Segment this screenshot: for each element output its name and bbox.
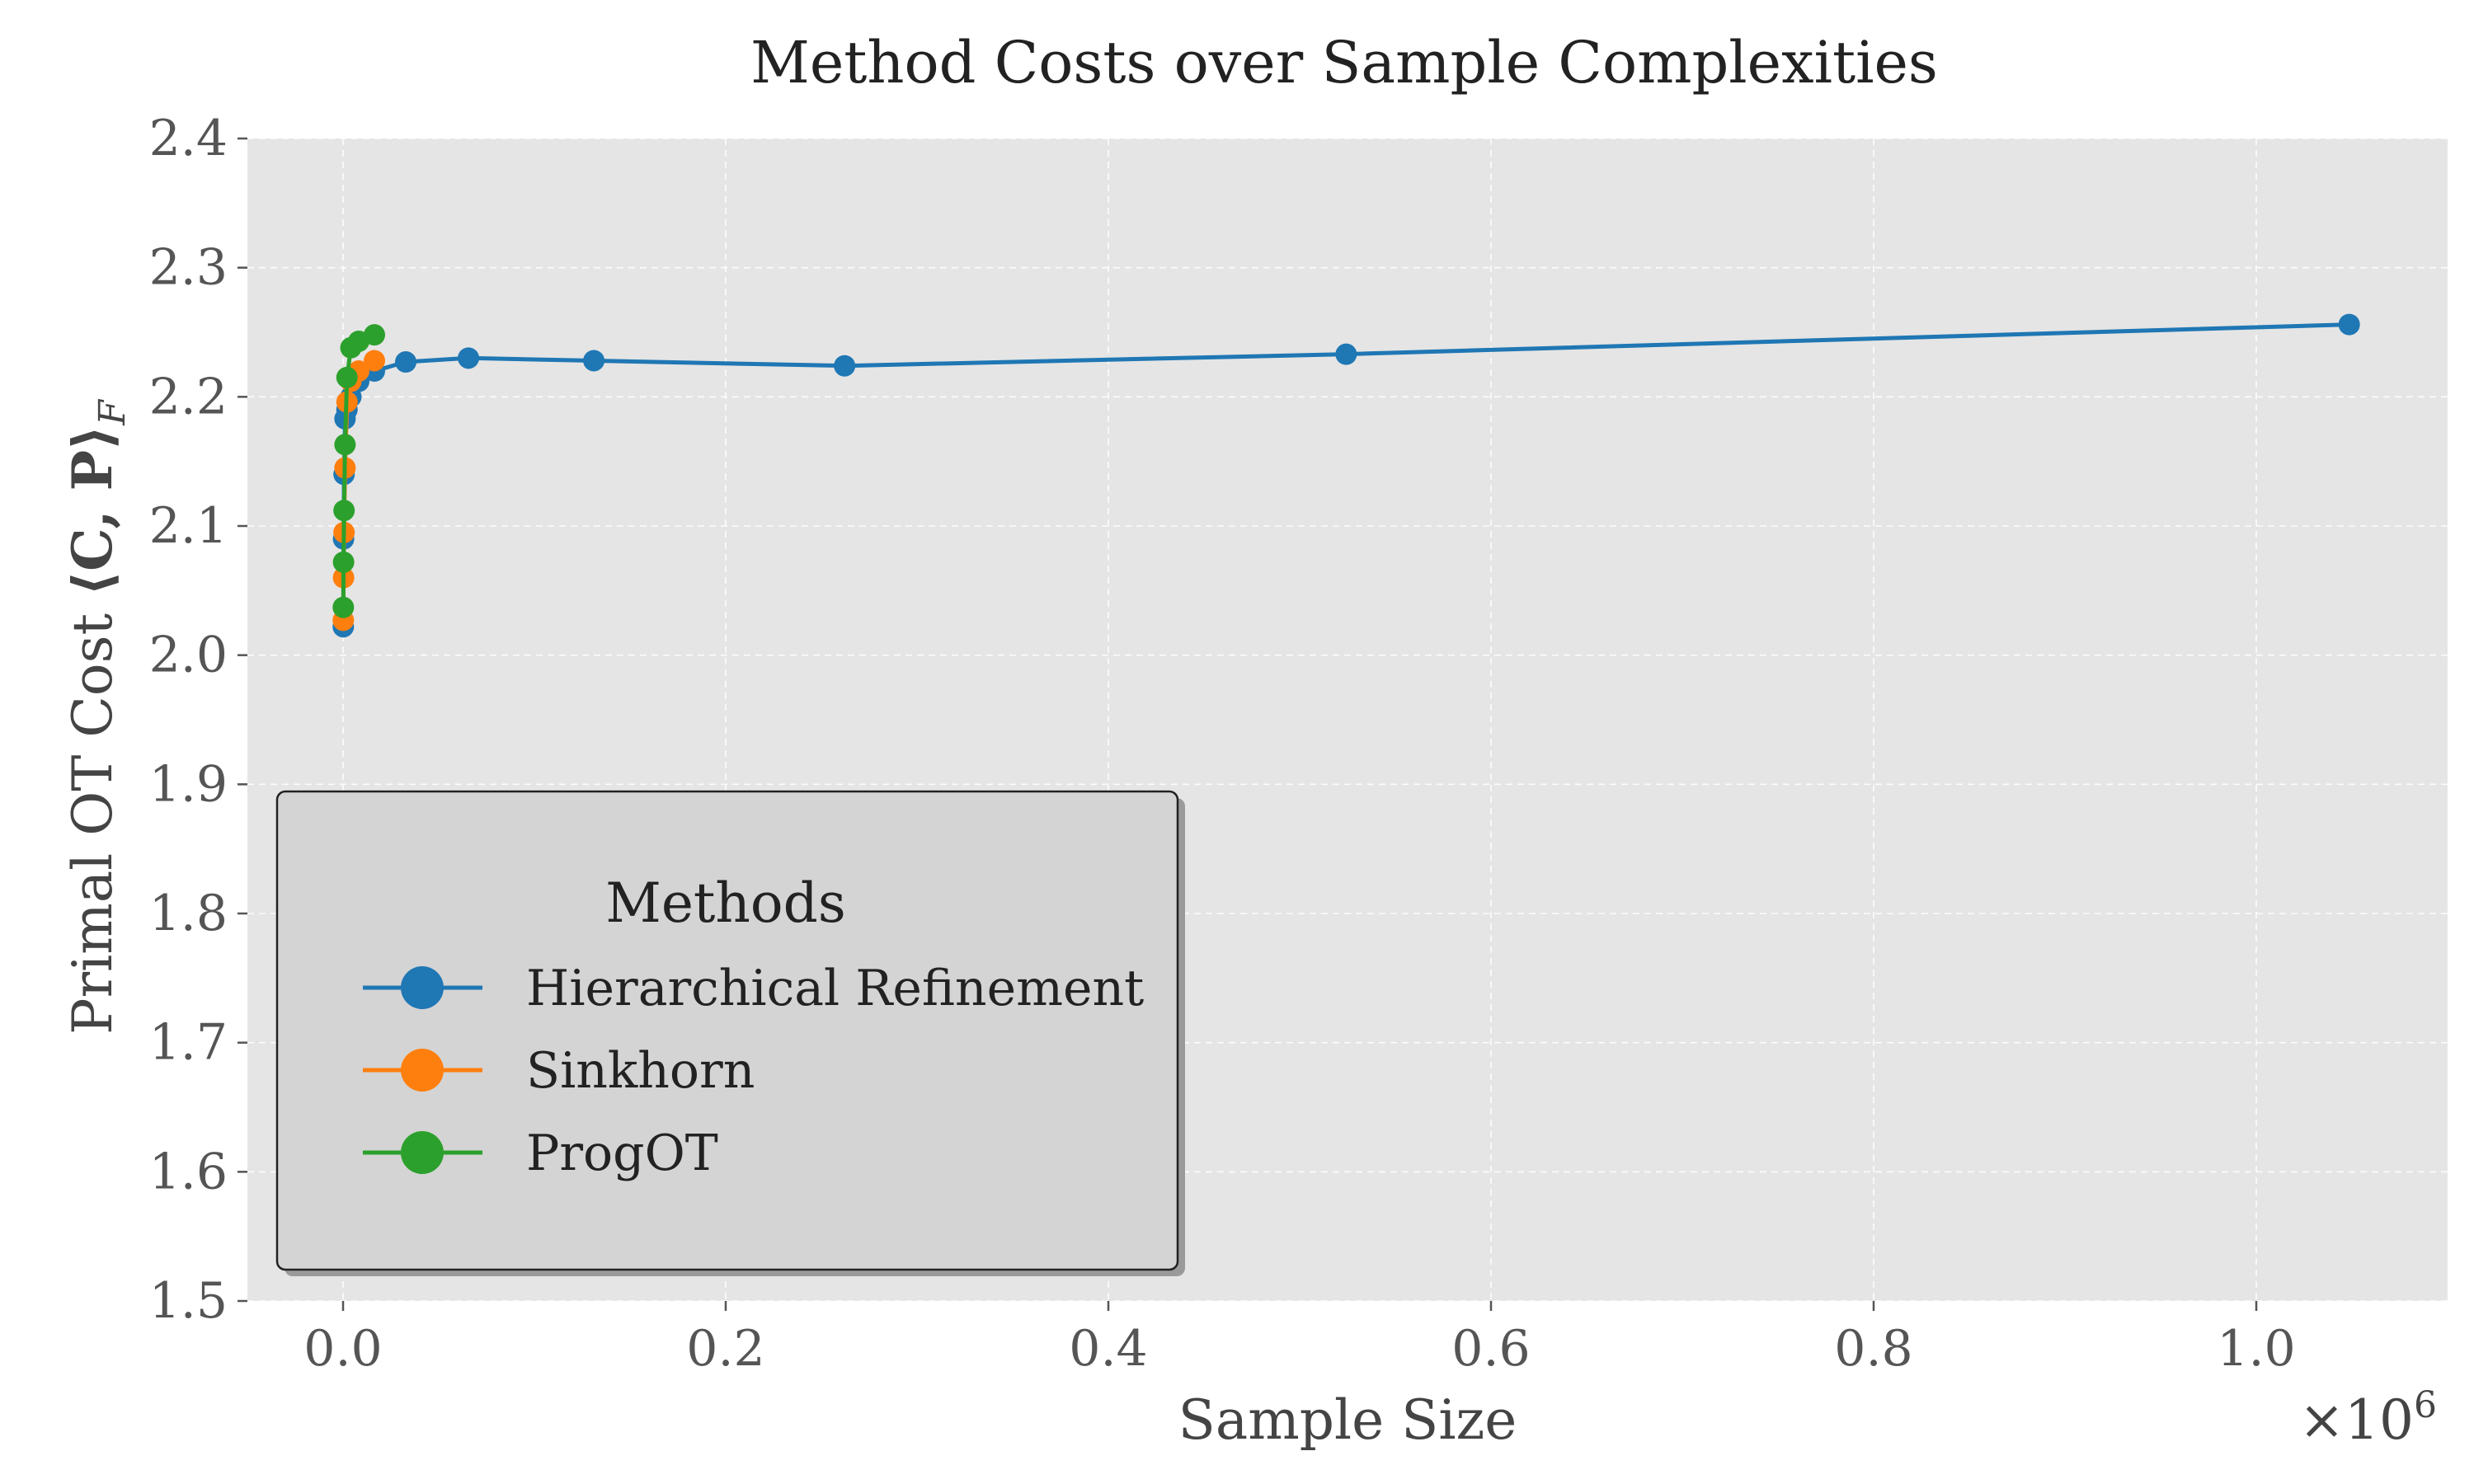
legend-box bbox=[275, 790, 1179, 1271]
x-tick-label: 1.0 bbox=[2217, 1320, 2295, 1378]
x-offset-label: ×106 bbox=[2299, 1384, 2437, 1452]
x-tick-label: 0.6 bbox=[1451, 1320, 1530, 1378]
y-tick-label: 2.2 bbox=[149, 368, 228, 425]
y-tick-label: 2.0 bbox=[149, 627, 228, 684]
y-tick-label: 1.7 bbox=[149, 1014, 228, 1072]
x-offset-exponent: 6 bbox=[2414, 1384, 2437, 1426]
data-point bbox=[458, 347, 480, 369]
legend-title: Methods bbox=[605, 871, 846, 935]
data-point bbox=[2338, 313, 2360, 336]
grid bbox=[247, 138, 2448, 1302]
x-tick-label: 0.4 bbox=[1069, 1320, 1147, 1378]
legend: Methods Hierarchical Refinement Sinkhorn P… bbox=[275, 790, 1185, 1276]
y-tick-label: 1.5 bbox=[149, 1272, 228, 1330]
legend-item: Hierarchical Refinement bbox=[363, 960, 1144, 1017]
x-tick-label: 0.2 bbox=[686, 1320, 764, 1378]
data-point bbox=[332, 551, 355, 573]
y-tick-label: 1.6 bbox=[149, 1143, 228, 1200]
data-point bbox=[364, 350, 386, 372]
y-axis-title-math: ⟨C, P⟩ bbox=[60, 425, 125, 596]
legend-marker bbox=[401, 1131, 444, 1174]
data-point bbox=[395, 351, 417, 373]
data-point bbox=[336, 366, 358, 388]
y-tick-label: 2.3 bbox=[149, 239, 228, 297]
data-point bbox=[1335, 343, 1357, 365]
legend-item: ProgOT bbox=[363, 1125, 718, 1182]
data-point bbox=[333, 500, 355, 522]
y-tick-label: 2.1 bbox=[149, 497, 228, 555]
series-group bbox=[332, 313, 2360, 638]
y-tick-label: 1.9 bbox=[149, 755, 228, 813]
legend-items: Hierarchical Refinement Sinkhorn ProgOT bbox=[363, 960, 1144, 1182]
data-point bbox=[332, 596, 355, 618]
legend-marker bbox=[401, 966, 444, 1009]
data-point bbox=[364, 324, 386, 346]
y-axis-title: Primal OT Cost ⟨C, P⟩F bbox=[60, 399, 134, 1035]
legend-label: Sinkhorn bbox=[526, 1042, 755, 1100]
legend-item: Sinkhorn bbox=[363, 1042, 755, 1100]
data-point bbox=[834, 355, 856, 377]
x-offset-base: ×10 bbox=[2299, 1388, 2414, 1452]
chart-title: Method Costs over Sample Complexities bbox=[750, 29, 1938, 96]
y-tick-label: 2.4 bbox=[149, 110, 228, 167]
y-axis-title-subscript: F bbox=[92, 399, 134, 426]
legend-label: ProgOT bbox=[526, 1125, 718, 1182]
y-tick-label: 1.8 bbox=[149, 885, 228, 942]
axis-ticks: 0.0 0.2 0.4 0.6 0.8 1.0 1.5 1.6 1.7 1.8 1.9 2.0 2.1 2… bbox=[149, 110, 2296, 1378]
legend-marker bbox=[401, 1049, 444, 1092]
y-axis-title-text: Primal OT Cost bbox=[61, 613, 125, 1035]
x-tick-label: 0.8 bbox=[1834, 1320, 1912, 1378]
data-point bbox=[583, 350, 605, 372]
series-3 bbox=[332, 324, 386, 618]
data-point bbox=[334, 434, 356, 456]
x-tick-label: 0.0 bbox=[303, 1320, 382, 1378]
legend-label: Hierarchical Refinement bbox=[526, 960, 1144, 1017]
x-axis-title: Sample Size bbox=[1178, 1388, 1517, 1452]
